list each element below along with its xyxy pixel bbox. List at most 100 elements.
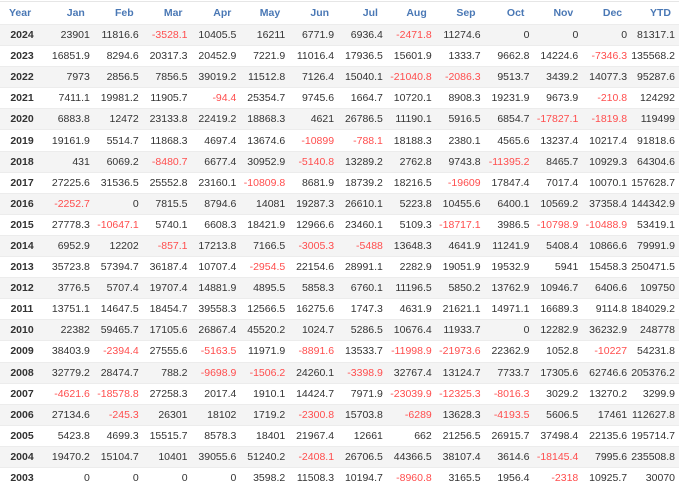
value-cell: -2300.8 [288, 403, 338, 426]
value-cell: 18102 [190, 403, 240, 426]
value-cell: 17461 [581, 403, 631, 426]
year-cell: 2012 [0, 277, 44, 299]
value-cell: 36187.4 [141, 256, 191, 278]
value-cell: 15040.1 [337, 66, 386, 88]
value-cell: -19609 [434, 171, 484, 194]
year-cell: 2020 [0, 108, 44, 130]
year-cell: 2004 [0, 445, 44, 468]
value-cell: 26610.1 [337, 192, 386, 215]
column-header-oct[interactable]: Oct [506, 7, 525, 19]
value-cell: 38403.9 [44, 340, 93, 362]
value-cell: 3986.5 [483, 213, 533, 236]
year-cell: 2003 [0, 466, 44, 488]
value-cell: -245.3 [92, 403, 142, 426]
value-cell: 57394.7 [92, 256, 142, 278]
column-header-sep[interactable]: Sep [456, 7, 476, 19]
value-cell: 19707.4 [141, 277, 191, 299]
value-cell: 27258.3 [141, 382, 191, 405]
value-cell: 7017.4 [532, 171, 582, 194]
value-cell: -2252.7 [44, 192, 93, 215]
column-header-feb[interactable]: Feb [115, 7, 134, 19]
value-cell: 22154.6 [288, 256, 338, 278]
value-cell: 9513.7 [483, 66, 533, 88]
value-cell: 10929.3 [581, 150, 631, 173]
column-header-nov[interactable]: Nov [553, 7, 574, 19]
value-cell: 6854.7 [483, 108, 533, 130]
year-cell: 2014 [0, 234, 44, 257]
value-cell: -2408.1 [288, 445, 338, 468]
column-header-dec[interactable]: Dec [602, 7, 623, 19]
value-cell: 23133.8 [141, 108, 191, 130]
value-cell: 5707.4 [92, 277, 142, 299]
value-cell: -10647.1 [92, 213, 142, 236]
value-cell: 26915.7 [483, 424, 533, 447]
value-cell: 4621 [288, 108, 338, 130]
value-cell: 9745.6 [288, 87, 338, 109]
value-cell: 0 [190, 466, 240, 488]
value-cell: 3614.6 [483, 445, 533, 468]
value-cell: 3598.2 [239, 466, 289, 488]
value-cell: -5140.8 [288, 150, 338, 173]
ytd-cell: 91818.6 [630, 129, 679, 152]
column-header-apr[interactable]: Apr [213, 7, 232, 19]
value-cell: -10899 [288, 129, 338, 152]
value-cell: 788.2 [141, 361, 191, 384]
value-cell: -8480.7 [141, 150, 191, 173]
value-cell: -1819.8 [581, 108, 631, 130]
value-cell: 9662.8 [483, 45, 533, 67]
value-cell: 662 [385, 424, 435, 447]
value-cell: 7995.6 [581, 445, 631, 468]
table-row: 2024 23901 11816.6 -3528.1 10405.5 16211 6771.… [0, 23, 679, 46]
value-cell: 17305.6 [532, 361, 582, 384]
value-cell: 14077.3 [581, 66, 631, 88]
value-cell: -2086.3 [434, 66, 484, 88]
ytd-cell: 81317.1 [630, 23, 679, 46]
column-header-ytd[interactable]: YTD [650, 7, 671, 19]
value-cell: 25354.7 [239, 87, 289, 109]
value-cell: 5109.3 [385, 213, 435, 236]
value-cell: 4895.5 [239, 277, 289, 299]
value-cell: 5423.8 [44, 424, 93, 447]
value-cell: 18216.5 [385, 171, 435, 194]
value-cell: 15515.7 [141, 424, 191, 447]
value-cell: 12202 [92, 234, 142, 257]
ytd-cell: 3299.9 [630, 382, 679, 405]
value-cell: 11512.8 [239, 66, 289, 88]
year-cell: 2011 [0, 298, 44, 320]
column-header-jun[interactable]: Jun [310, 7, 330, 19]
value-cell: 10676.4 [385, 319, 435, 341]
table-row: 2012 3776.5 5707.4 19707.4 14881.9 4895.5 5858… [0, 277, 679, 299]
column-header-jul[interactable]: Jul [362, 7, 378, 19]
ytd-cell: 119499 [630, 108, 679, 130]
value-cell: 6771.9 [288, 23, 338, 46]
value-cell: -8891.6 [288, 340, 338, 362]
value-cell: 5286.5 [337, 319, 386, 341]
year-cell: 2019 [0, 129, 44, 152]
value-cell: 6952.9 [44, 234, 93, 257]
value-cell: 22135.6 [581, 424, 631, 447]
year-cell: 2015 [0, 213, 44, 236]
value-cell: 18401 [239, 424, 289, 447]
value-cell: 10720.1 [385, 87, 435, 109]
value-cell: 7971.9 [337, 382, 386, 405]
value-cell: 1024.7 [288, 319, 338, 341]
value-cell: -210.8 [581, 87, 631, 109]
column-header-may[interactable]: May [259, 7, 281, 19]
column-header-jan[interactable]: Jan [66, 7, 85, 19]
value-cell: 12966.6 [288, 213, 338, 236]
column-header-mar[interactable]: Mar [163, 7, 183, 19]
value-cell: 11868.3 [141, 129, 191, 152]
value-cell: 11016.4 [288, 45, 338, 67]
value-cell: 15104.7 [92, 445, 142, 468]
year-cell: 2013 [0, 256, 44, 278]
value-cell: 28474.7 [92, 361, 142, 384]
column-header-aug[interactable]: Aug [406, 7, 427, 19]
column-header-year[interactable]: Year [9, 7, 32, 19]
value-cell: 5408.4 [532, 234, 582, 257]
value-cell: 11508.3 [288, 466, 338, 488]
value-cell: 10405.5 [190, 23, 240, 46]
value-cell: 5916.5 [434, 108, 484, 130]
value-cell: 22382 [44, 319, 93, 341]
ytd-cell: 195714.7 [630, 424, 679, 447]
value-cell: 20317.3 [141, 45, 191, 67]
